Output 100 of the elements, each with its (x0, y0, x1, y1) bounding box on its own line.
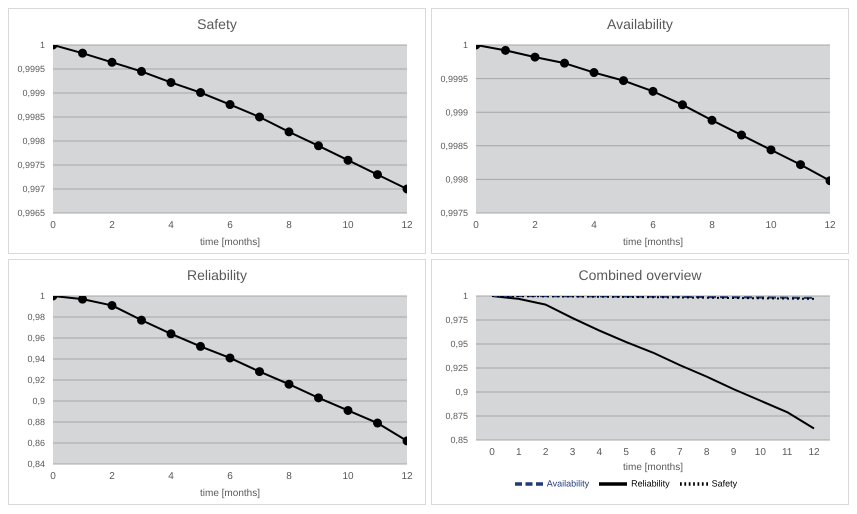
y-tick-label: 0,94 (27, 354, 45, 364)
x-tick-label: 4 (596, 447, 603, 458)
x-tick-label: 11 (782, 447, 793, 458)
point (708, 116, 716, 125)
x-tick-label: 10 (754, 447, 766, 458)
x-axis-title: time [months] (200, 237, 260, 248)
chart-title: Safety (196, 15, 238, 34)
x-axis-title: time [months] (622, 462, 684, 473)
x-tick-label: 12 (824, 220, 836, 232)
x-axis-title: time [months] (200, 488, 260, 499)
y-tick-label: 0,999 (445, 107, 468, 118)
point (314, 141, 323, 150)
y-tick-label: 1 (40, 291, 45, 302)
x-tick-label: 6 (227, 220, 234, 232)
x-tick-label: 12 (401, 220, 413, 232)
y-tick-label: 0,925 (445, 363, 468, 374)
point (196, 342, 205, 351)
y-tick-label: 0,98 (27, 312, 45, 322)
y-tick-label: 0,9985 (440, 140, 468, 151)
x-tick-label: 4 (168, 471, 174, 482)
y-tick-label: 0,92 (27, 375, 45, 386)
y-tick-label: 0,85 (450, 435, 468, 446)
chart-title: Combined overview (578, 266, 702, 285)
y-tick-label: 0,975 (445, 315, 468, 326)
point (590, 68, 598, 78)
y-tick-label: 0,998 (445, 174, 468, 185)
x-tick-label: 0 (473, 220, 480, 232)
point (255, 367, 264, 376)
point (678, 100, 687, 110)
x-tick-label: 8 (709, 220, 716, 232)
point (373, 170, 382, 180)
point (196, 88, 205, 98)
x-tick-label: 5 (623, 447, 630, 458)
point (737, 130, 746, 140)
y-tick-label: 0,875 (445, 411, 468, 422)
point (166, 329, 176, 338)
x-tick-label: 2 (109, 471, 116, 482)
point (166, 78, 176, 87)
x-tick-label: 8 (286, 220, 292, 232)
point (255, 112, 264, 122)
point (226, 100, 234, 110)
y-tick-label: 0,95 (450, 339, 468, 350)
y-tick-label: 0,96 (27, 333, 45, 344)
point (560, 58, 569, 68)
y-tick-label: 1 (462, 40, 468, 50)
legend-label: Availability (546, 478, 590, 488)
point (619, 76, 628, 86)
point (108, 300, 116, 310)
x-tick-label: 7 (677, 447, 684, 458)
x-tick-label: 0 (50, 220, 56, 232)
x-tick-label: 4 (591, 220, 598, 232)
x-tick-label: 9 (730, 447, 737, 458)
x-tick-label: 10 (342, 471, 354, 482)
point (501, 46, 510, 55)
x-tick-label: 0 (489, 447, 496, 458)
x-tick-label: 0 (50, 471, 56, 482)
y-tick-label: 0,9 (32, 396, 45, 406)
x-tick-label: 6 (650, 220, 656, 232)
y-tick-label: 0,999 (22, 88, 45, 98)
y-tick-label: 0,9975 (440, 208, 468, 218)
x-tick-label: 8 (286, 471, 292, 482)
point (108, 58, 116, 67)
point (78, 296, 87, 304)
y-tick-label: 0,998 (22, 136, 45, 146)
point (530, 52, 540, 62)
point (648, 86, 658, 96)
y-tick-label: 0,84 (27, 459, 45, 470)
y-tick-label: 0,88 (27, 417, 45, 428)
x-tick-label: 12 (401, 471, 413, 482)
x-axis-title: time [months] (622, 237, 684, 248)
x-tick-label: 2 (532, 220, 538, 232)
x-tick-label: 3 (570, 447, 576, 458)
x-tick-label: 8 (704, 447, 710, 458)
chart-title: Availability (606, 15, 674, 34)
point (373, 418, 382, 428)
y-tick-label: 0,997 (22, 184, 45, 194)
point (226, 353, 234, 362)
point (796, 160, 805, 170)
y-tick-label: 0,86 (27, 438, 45, 448)
x-tick-label: 6 (650, 447, 656, 458)
point (284, 380, 294, 389)
x-tick-label: 1 (516, 447, 522, 458)
x-tick-label: 6 (227, 471, 234, 482)
x-tick-label: 2 (109, 220, 116, 232)
x-tick-label: 10 (765, 220, 777, 232)
y-tick-label: 1 (40, 40, 45, 50)
point (766, 145, 776, 154)
y-tick-label: 1 (462, 291, 468, 302)
y-tick-label: 0,9975 (17, 160, 45, 170)
legend-label: Safety (712, 478, 738, 488)
x-tick-label: 4 (168, 220, 174, 232)
x-tick-label: 12 (808, 447, 820, 458)
point (137, 66, 146, 76)
x-tick-label: 2 (542, 447, 549, 458)
point (284, 127, 294, 136)
x-tick-label: 10 (342, 220, 354, 232)
y-tick-label: 0,9985 (17, 112, 45, 122)
point (78, 48, 87, 58)
y-tick-label: 0,9 (455, 387, 468, 398)
chart-title: Reliability (186, 266, 248, 285)
